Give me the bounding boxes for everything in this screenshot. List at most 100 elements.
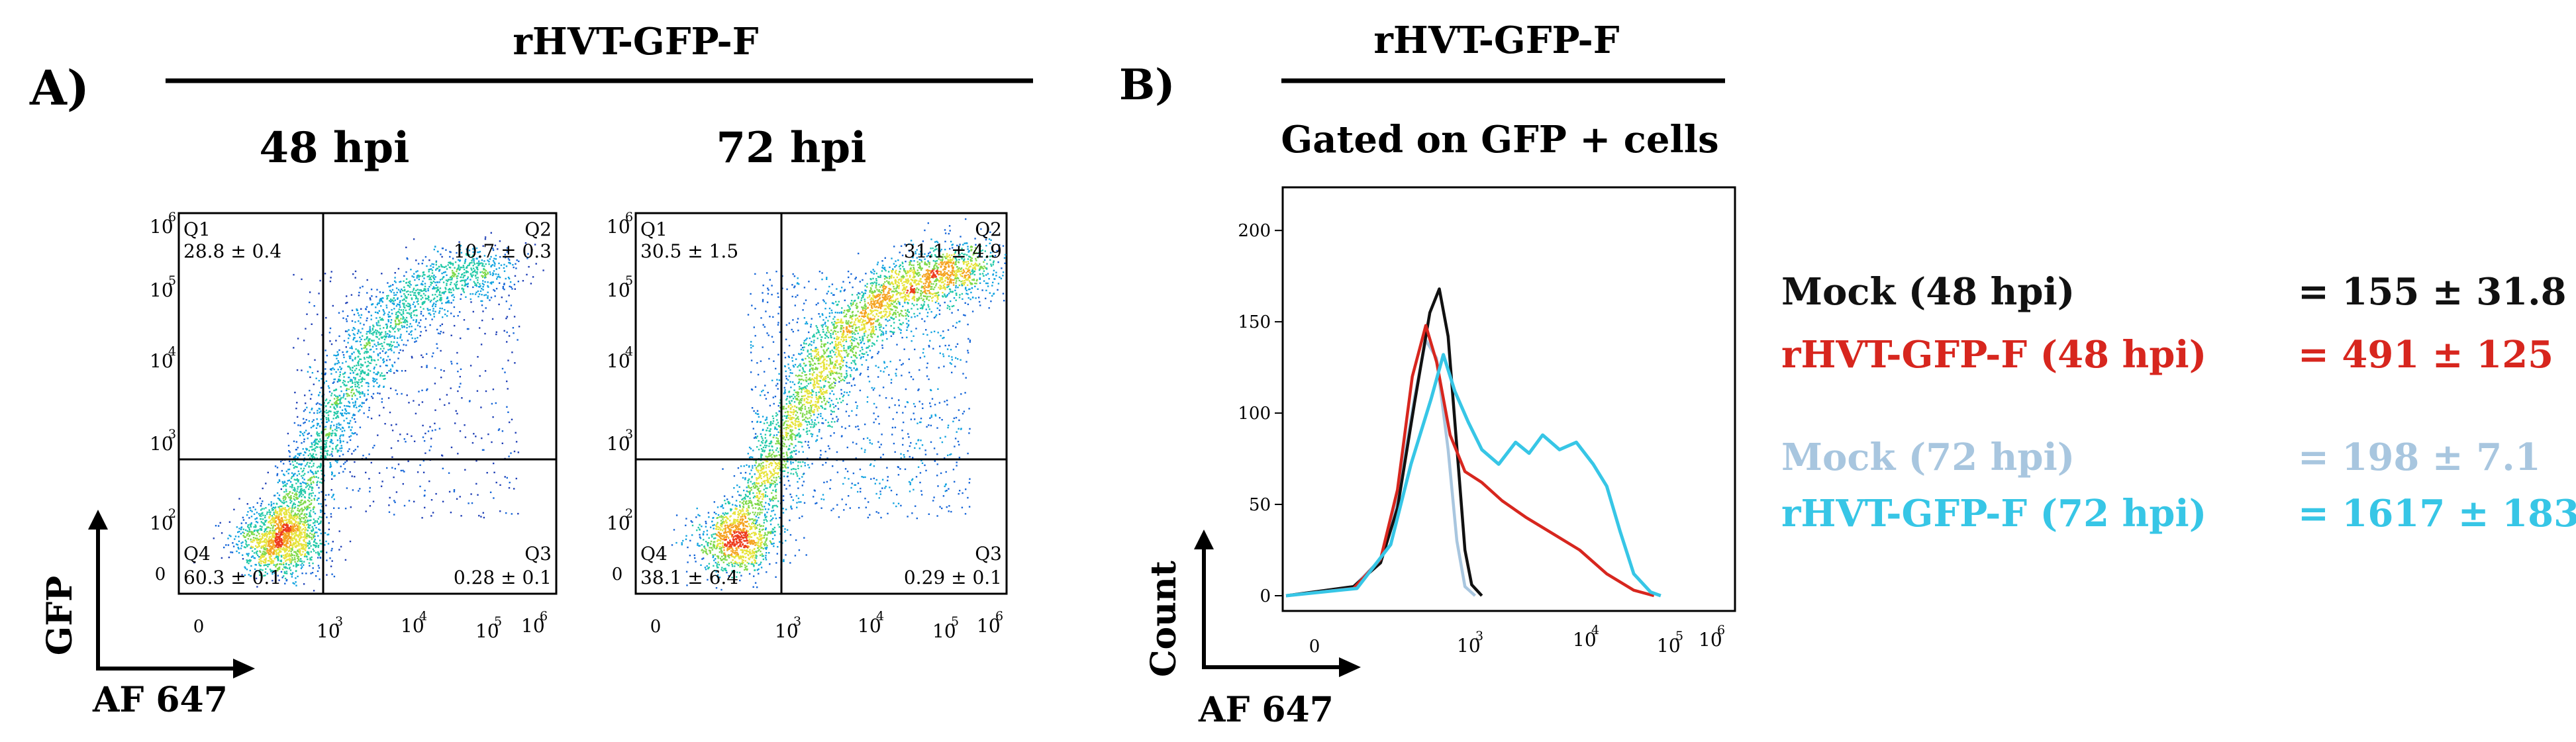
event-dot xyxy=(734,553,736,555)
event-dot xyxy=(283,473,285,475)
event-dot xyxy=(279,548,281,550)
event-dot xyxy=(452,289,455,291)
event-dot xyxy=(243,546,246,548)
event-dot xyxy=(361,380,364,383)
event-dot xyxy=(313,544,315,547)
event-dot xyxy=(262,487,264,490)
event-dot xyxy=(507,359,509,361)
event-dot xyxy=(230,535,232,537)
event-dot xyxy=(354,277,356,279)
event-dot xyxy=(303,454,305,456)
event-dot xyxy=(362,328,364,330)
event-dot xyxy=(427,288,429,290)
event-dot xyxy=(313,476,315,479)
event-dot xyxy=(278,516,280,518)
event-dot xyxy=(387,295,389,297)
event-dot xyxy=(254,524,256,526)
event-dot xyxy=(490,297,493,299)
event-dot xyxy=(295,518,297,520)
event-dot xyxy=(291,508,293,510)
event-dot xyxy=(442,467,444,469)
event-dot xyxy=(358,490,360,492)
event-dot xyxy=(739,532,742,534)
event-dot xyxy=(742,555,745,558)
event-dot xyxy=(300,558,302,560)
event-dot xyxy=(789,519,791,522)
event-dot xyxy=(409,282,411,285)
event-dot xyxy=(315,472,318,475)
event-dot xyxy=(262,514,264,516)
event-dot xyxy=(303,524,305,527)
event-dot xyxy=(351,348,353,349)
event-dot xyxy=(307,438,309,440)
event-dot xyxy=(294,525,296,528)
event-dot xyxy=(287,540,289,542)
event-dot xyxy=(503,283,505,286)
event-dot xyxy=(369,345,371,347)
event-dot xyxy=(477,290,479,293)
event-dot xyxy=(275,534,277,536)
event-dot xyxy=(391,467,393,469)
event-dot xyxy=(230,551,232,553)
event-dot xyxy=(289,557,291,559)
event-dot xyxy=(745,556,747,559)
event-dot xyxy=(304,408,307,411)
event-dot xyxy=(272,539,273,541)
event-dot xyxy=(502,286,505,288)
event-dot xyxy=(273,552,275,554)
event-dot xyxy=(356,398,358,400)
event-dot xyxy=(729,541,732,543)
event-dot xyxy=(405,309,407,311)
event-dot xyxy=(249,559,251,561)
event-dot xyxy=(324,446,326,448)
event-dot xyxy=(422,280,424,283)
event-dot xyxy=(471,261,473,264)
event-dot xyxy=(302,536,305,538)
event-dot xyxy=(721,567,723,569)
event-dot xyxy=(753,565,755,567)
event-dot xyxy=(375,348,377,350)
event-dot xyxy=(734,529,736,531)
event-dot xyxy=(351,309,354,312)
event-dot xyxy=(267,545,269,547)
event-dot xyxy=(760,485,763,487)
event-dot xyxy=(368,338,370,340)
event-dot xyxy=(473,261,475,263)
event-dot xyxy=(365,510,367,512)
event-dot xyxy=(285,563,287,565)
event-dot xyxy=(424,285,426,287)
event-dot xyxy=(456,269,458,271)
event-dot xyxy=(316,520,318,522)
event-dot xyxy=(305,430,307,432)
event-dot xyxy=(408,333,410,335)
event-dot xyxy=(362,335,364,337)
event-dot xyxy=(751,526,753,528)
event-dot xyxy=(366,351,368,354)
event-dot xyxy=(423,302,425,304)
event-dot xyxy=(410,284,412,286)
event-dot xyxy=(468,264,470,266)
event-dot xyxy=(479,286,481,288)
event-dot xyxy=(498,303,500,306)
event-dot xyxy=(387,336,390,338)
event-dot xyxy=(291,487,293,488)
event-dot xyxy=(747,536,749,538)
event-dot xyxy=(435,269,437,271)
event-dot xyxy=(439,287,442,289)
event-dot xyxy=(336,363,338,365)
event-dot xyxy=(266,543,268,545)
event-dot xyxy=(303,502,305,504)
event-dot xyxy=(744,535,746,537)
event-dot xyxy=(389,300,391,302)
event-dot xyxy=(418,322,421,324)
event-dot xyxy=(766,545,768,547)
event-dot xyxy=(356,373,359,376)
event-dot xyxy=(477,279,479,281)
event-dot xyxy=(508,455,510,457)
event-dot xyxy=(699,545,701,547)
event-dot xyxy=(266,536,268,538)
event-dot xyxy=(260,551,262,553)
event-dot xyxy=(744,517,747,520)
event-dot xyxy=(291,526,293,528)
event-dot xyxy=(717,539,719,541)
